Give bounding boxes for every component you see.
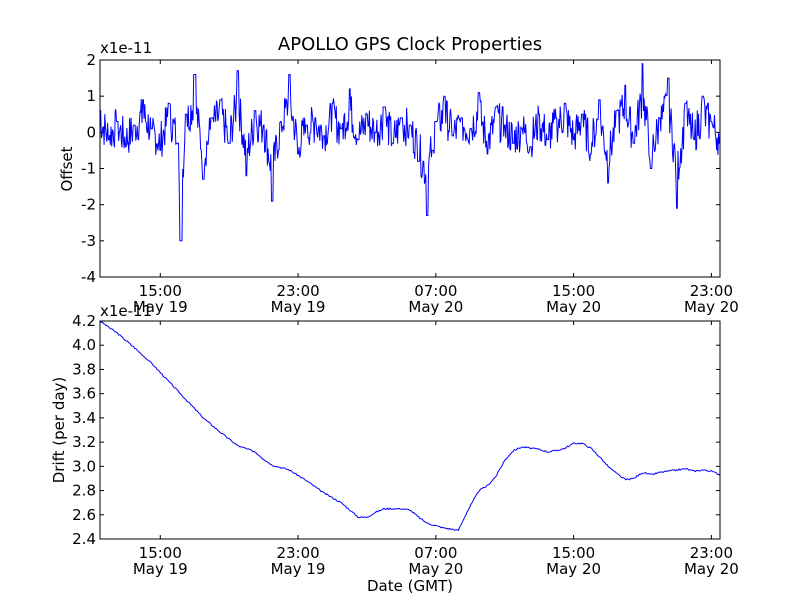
- offset-y-axis-label: Offset: [58, 146, 76, 191]
- drift-y-tick-label: 3.8: [72, 360, 96, 378]
- offset-x-tick-date: May 19: [133, 298, 188, 316]
- offset-y-tick-label: 2: [86, 51, 96, 69]
- offset-x-tick-date: May 20: [546, 298, 601, 316]
- drift-x-tick-date: May 20: [684, 560, 739, 578]
- drift-panel: x1e-11 Drift (per day) 2.4 2.6 2.8 3.0 3.2 3.…: [50, 302, 739, 595]
- drift-x-tick-date: May 19: [133, 560, 188, 578]
- x-axis-label: Date (GMT): [367, 577, 453, 595]
- offset-y-tick-label: -3: [81, 232, 96, 250]
- drift-x-tick-time: 23:00: [690, 544, 733, 562]
- drift-series-line: [99, 320, 721, 532]
- drift-x-tick-date: May 19: [271, 560, 326, 578]
- offset-x-tick-date: May 20: [408, 298, 463, 316]
- drift-y-tick-label: 2.4: [72, 530, 96, 548]
- offset-x-tick-time: 15:00: [139, 282, 182, 300]
- drift-y-tick-label: 4.2: [72, 312, 96, 330]
- drift-x-tick-time: 07:00: [414, 544, 457, 562]
- offset-axes-frame: [99, 59, 721, 278]
- drift-y-tick-label: 3.6: [72, 385, 96, 403]
- drift-y-tick-label: 3.0: [72, 457, 96, 475]
- drift-y-tick-label: 2.6: [72, 506, 96, 524]
- offset-y-tick-label: -4: [81, 268, 96, 286]
- offset-x-tick-date: May 19: [271, 298, 326, 316]
- chart-title: APOLLO GPS Clock Properties: [278, 34, 542, 55]
- drift-x-tick-time: 23:00: [276, 544, 319, 562]
- offset-y-multiplier: x1e-11: [100, 39, 152, 57]
- drift-y-tick-label: 3.4: [72, 409, 96, 427]
- drift-axes-frame: [99, 320, 721, 540]
- offset-x-tick-time: 07:00: [414, 282, 457, 300]
- drift-x-tick-time: 15:00: [552, 544, 595, 562]
- drift-x-tick-date: May 20: [408, 560, 463, 578]
- drift-y-tick-label: 3.2: [72, 433, 96, 451]
- drift-y-axis-label: Drift (per day): [50, 377, 68, 484]
- offset-y-tick-label: -2: [81, 196, 96, 214]
- offset-x-tick-time: 15:00: [552, 282, 595, 300]
- offset-y-tick-label: 1: [86, 87, 96, 105]
- drift-x-tick-time: 15:00: [139, 544, 182, 562]
- drift-x-tick-date: May 20: [546, 560, 601, 578]
- offset-x-tick-time: 23:00: [276, 282, 319, 300]
- offset-y-tick-label: 0: [86, 123, 96, 141]
- offset-y-tick-label: -1: [81, 160, 96, 178]
- offset-x-tick-date: May 20: [684, 298, 739, 316]
- offset-series-line: [100, 63, 720, 242]
- offset-x-tick-time: 23:00: [690, 282, 733, 300]
- drift-y-tick-label: 4.0: [72, 336, 96, 354]
- drift-y-tick-label: 2.8: [72, 482, 96, 500]
- drift-y-multiplier: x1e-11: [100, 302, 152, 320]
- offset-panel: APOLLO GPS Clock Properties x1e-11 Offse…: [58, 34, 739, 316]
